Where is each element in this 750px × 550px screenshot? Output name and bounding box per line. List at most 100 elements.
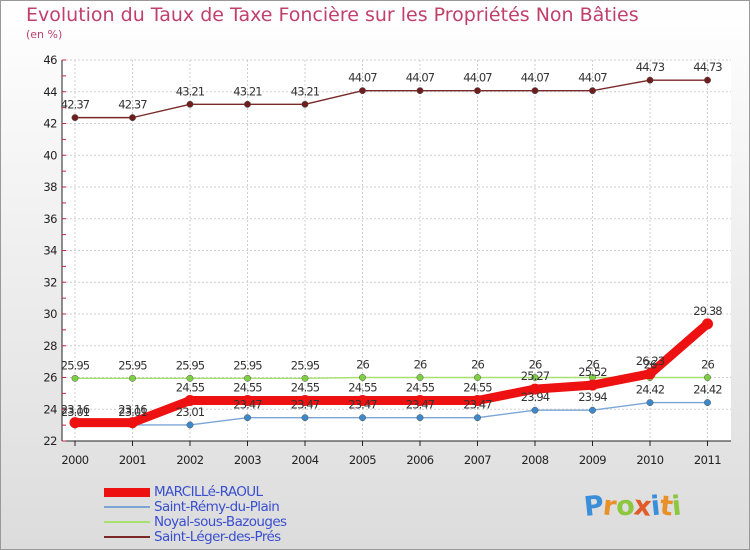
data-point bbox=[646, 399, 654, 407]
data-point bbox=[69, 417, 81, 429]
data-point bbox=[646, 76, 654, 84]
data-point bbox=[414, 395, 426, 407]
data-label: 26 bbox=[586, 358, 599, 372]
y-tick-label: 42 bbox=[43, 117, 57, 131]
data-label: 23.94 bbox=[521, 390, 550, 404]
logo-letter: i bbox=[670, 490, 683, 523]
series-line bbox=[74, 376, 709, 379]
y-tick-label: 22 bbox=[43, 434, 57, 448]
y-tick-label: 44 bbox=[43, 85, 57, 99]
y-tick-label: 40 bbox=[43, 148, 57, 162]
data-point bbox=[71, 114, 79, 122]
data-point bbox=[474, 87, 481, 95]
data-label: 26 bbox=[644, 358, 657, 372]
data-point bbox=[242, 395, 253, 407]
data-label: 44.73 bbox=[636, 60, 665, 74]
data-point bbox=[531, 87, 539, 95]
data-label: 24.55 bbox=[463, 381, 492, 395]
data-label: 23.47 bbox=[406, 398, 435, 412]
data-label: 23.01 bbox=[176, 405, 205, 419]
data-label: 26 bbox=[529, 358, 542, 372]
data-label: 26 bbox=[356, 358, 369, 372]
data-label: 24.55 bbox=[176, 381, 205, 395]
y-tick-label: 46 bbox=[43, 53, 57, 67]
data-label: 44.73 bbox=[693, 60, 722, 74]
x-tick-label: 2008 bbox=[521, 453, 548, 467]
legend-label: Noyal-sous-Bazouges bbox=[154, 514, 287, 530]
series-line bbox=[74, 79, 709, 119]
legend-swatch bbox=[104, 521, 150, 523]
data-point bbox=[472, 395, 483, 407]
data-point bbox=[704, 399, 711, 407]
data-point bbox=[359, 414, 366, 422]
data-label: 24.55 bbox=[291, 381, 320, 395]
data-label: 23.94 bbox=[578, 390, 607, 404]
data-point bbox=[416, 374, 424, 381]
data-label: 42.37 bbox=[61, 98, 90, 112]
data-point bbox=[301, 374, 309, 382]
y-tick-label: 28 bbox=[43, 339, 57, 353]
x-tick-label: 2007 bbox=[464, 453, 491, 467]
y-tick-label: 38 bbox=[43, 180, 57, 194]
data-label: 24.42 bbox=[636, 383, 665, 397]
chart-title: Evolution du Taux de Taxe Foncière sur l… bbox=[26, 4, 639, 26]
data-label: 43.21 bbox=[176, 84, 205, 98]
data-point bbox=[186, 421, 194, 429]
data-label: 25.95 bbox=[291, 358, 320, 372]
y-tick-label: 24 bbox=[43, 402, 57, 416]
data-label: 23.16 bbox=[118, 403, 147, 417]
data-point bbox=[301, 414, 309, 422]
data-label: 23.47 bbox=[463, 398, 492, 412]
data-label: 23.01 bbox=[118, 405, 147, 419]
data-point bbox=[359, 374, 366, 381]
legend-swatch bbox=[104, 536, 150, 538]
data-label: 24.55 bbox=[233, 381, 262, 395]
data-point bbox=[531, 406, 539, 414]
data-point bbox=[244, 414, 251, 422]
data-label: 23.47 bbox=[233, 398, 262, 412]
data-point bbox=[702, 318, 713, 330]
data-point bbox=[299, 395, 311, 407]
y-tick-label: 36 bbox=[43, 212, 57, 226]
x-tick-label: 2009 bbox=[579, 453, 606, 467]
data-point bbox=[644, 368, 656, 380]
data-label: 24.55 bbox=[348, 381, 377, 395]
unit-label: (en %) bbox=[26, 28, 63, 41]
x-tick-label: 2001 bbox=[119, 453, 146, 467]
data-point bbox=[587, 379, 598, 391]
data-label: 43.21 bbox=[291, 84, 320, 98]
y-tick-label: 34 bbox=[43, 244, 57, 258]
data-point bbox=[357, 395, 368, 407]
data-point bbox=[416, 414, 424, 422]
data-point bbox=[704, 374, 711, 381]
data-point bbox=[474, 414, 481, 422]
data-label: 42.37 bbox=[118, 98, 147, 112]
data-point bbox=[127, 417, 138, 429]
data-label: 44.07 bbox=[463, 71, 492, 85]
data-point bbox=[531, 374, 539, 381]
data-point bbox=[244, 374, 251, 382]
data-point bbox=[71, 374, 79, 382]
x-tick-label: 2005 bbox=[349, 453, 376, 467]
data-point bbox=[416, 87, 424, 95]
data-label: 25.95 bbox=[233, 358, 262, 372]
data-point bbox=[186, 100, 194, 108]
data-label: 23.01 bbox=[61, 405, 90, 419]
data-label: 24.55 bbox=[406, 381, 435, 395]
legend-swatch bbox=[104, 506, 150, 508]
data-label: 23.47 bbox=[291, 398, 320, 412]
legend-label: Saint-Léger-des-Prés bbox=[154, 529, 281, 545]
data-label: 43.21 bbox=[233, 84, 262, 98]
data-point bbox=[589, 87, 596, 95]
data-label: 23.47 bbox=[348, 398, 377, 412]
legend-swatch bbox=[104, 488, 150, 497]
x-tick-label: 2002 bbox=[176, 453, 203, 467]
x-tick-label: 2003 bbox=[234, 453, 261, 467]
data-label: 29.38 bbox=[693, 304, 722, 318]
data-label: 24.42 bbox=[693, 383, 722, 397]
x-tick-label: 2004 bbox=[291, 453, 318, 467]
data-label: 26 bbox=[471, 358, 484, 372]
data-label: 25.95 bbox=[118, 358, 147, 372]
x-tick-label: 2000 bbox=[61, 453, 88, 467]
data-point bbox=[244, 100, 251, 108]
